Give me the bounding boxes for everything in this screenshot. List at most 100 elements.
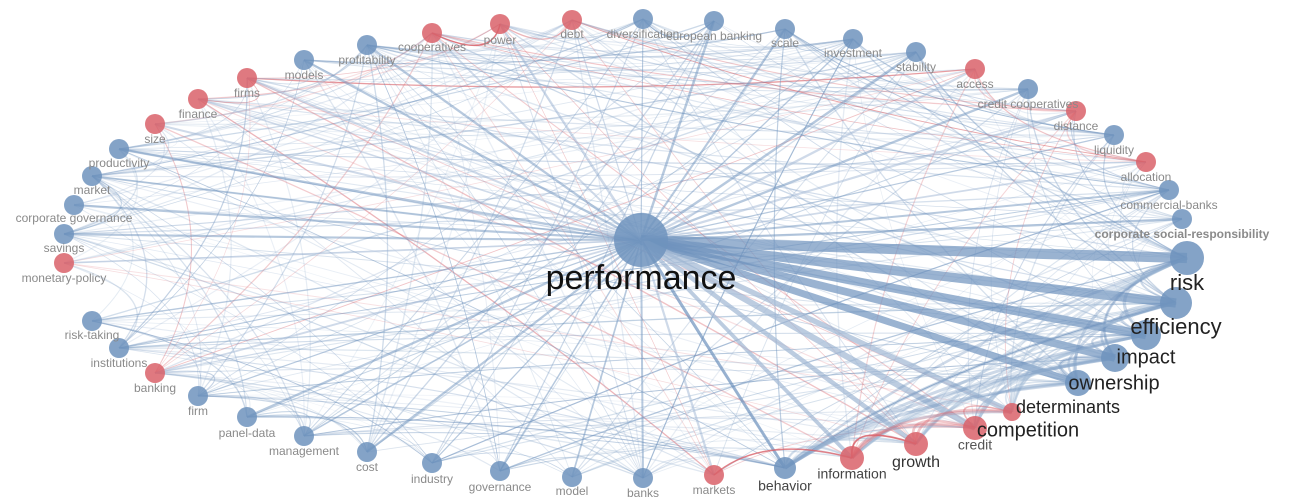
edge (366, 44, 1170, 191)
node (1136, 152, 1156, 172)
edge (118, 32, 433, 150)
edge (784, 302, 1177, 469)
edge (1004, 110, 1077, 413)
edge (499, 239, 642, 472)
node (1101, 344, 1129, 372)
edge (303, 28, 786, 65)
node (1159, 180, 1179, 200)
edge (303, 38, 854, 437)
edge (197, 23, 501, 100)
node-label: size (144, 132, 166, 146)
edge (642, 18, 854, 48)
edge (154, 19, 573, 374)
edge (197, 98, 1147, 163)
node (840, 446, 864, 470)
edge (499, 23, 1079, 384)
edge (973, 256, 1188, 429)
edge (640, 67, 976, 242)
node (82, 166, 102, 186)
edge (640, 161, 1147, 241)
node-label: behavior (758, 478, 812, 494)
edge (246, 68, 976, 88)
edge (154, 372, 368, 453)
edge (63, 38, 854, 264)
edge (571, 239, 642, 478)
node-label: risk-taking (65, 328, 120, 342)
edge (303, 18, 644, 437)
node-label: productivity (89, 156, 150, 170)
edge (431, 32, 1170, 191)
edge (63, 32, 433, 235)
edge (784, 333, 1147, 470)
edge (1073, 110, 1188, 259)
edge (639, 238, 854, 460)
edge (118, 148, 1183, 220)
edge (640, 87, 1029, 242)
edge (197, 98, 715, 476)
edge (63, 233, 1147, 336)
edge (784, 410, 1013, 470)
edge (197, 334, 1147, 397)
edge (154, 189, 1170, 374)
edge (366, 44, 501, 472)
edge (431, 239, 642, 464)
edge (499, 257, 1188, 472)
edge (642, 18, 1013, 413)
edge (784, 302, 1177, 469)
edge (154, 370, 216, 397)
labels: performance risk efficiency impact ownership… (16, 27, 1270, 497)
edge (431, 32, 501, 472)
edge (571, 19, 1029, 90)
node (633, 468, 653, 488)
edge (639, 239, 787, 469)
edge (197, 44, 368, 397)
node-label: debt (560, 27, 584, 41)
node (145, 114, 165, 134)
edge (499, 447, 853, 472)
edge (246, 110, 1077, 418)
edge (303, 239, 642, 437)
edge (118, 189, 1170, 349)
edge (366, 44, 1079, 384)
edge (303, 19, 573, 63)
edge (850, 410, 1013, 459)
edge (154, 189, 1170, 374)
edge (154, 367, 1079, 384)
node-label: stability (896, 60, 936, 74)
edge (784, 256, 1188, 469)
edge (91, 38, 854, 177)
edge (197, 98, 1177, 304)
node (775, 19, 795, 39)
node (54, 224, 74, 244)
node-label: cost (356, 460, 379, 474)
edge (914, 356, 1116, 445)
edge (1132, 189, 1177, 304)
node (843, 29, 863, 49)
edge (63, 59, 305, 235)
node (188, 89, 208, 109)
edge (1102, 256, 1188, 359)
edge (366, 19, 573, 453)
edge (246, 68, 976, 88)
node-label: profitability (338, 53, 395, 67)
node-label: competition (977, 419, 1079, 441)
edge (246, 38, 854, 80)
edge (431, 452, 573, 478)
node-label: monetary-policy (22, 271, 107, 285)
edge (118, 32, 433, 150)
edge (639, 239, 716, 476)
edge (1011, 189, 1170, 413)
edge (303, 59, 644, 479)
node (82, 311, 102, 331)
edge (118, 19, 573, 349)
edge (784, 302, 1177, 469)
edge (431, 452, 573, 478)
edge (784, 425, 976, 469)
node (54, 253, 74, 273)
edge (246, 416, 433, 464)
edge (303, 28, 786, 437)
edge (366, 410, 1013, 453)
edge (640, 134, 1115, 241)
edge (303, 38, 854, 437)
node (704, 465, 724, 485)
